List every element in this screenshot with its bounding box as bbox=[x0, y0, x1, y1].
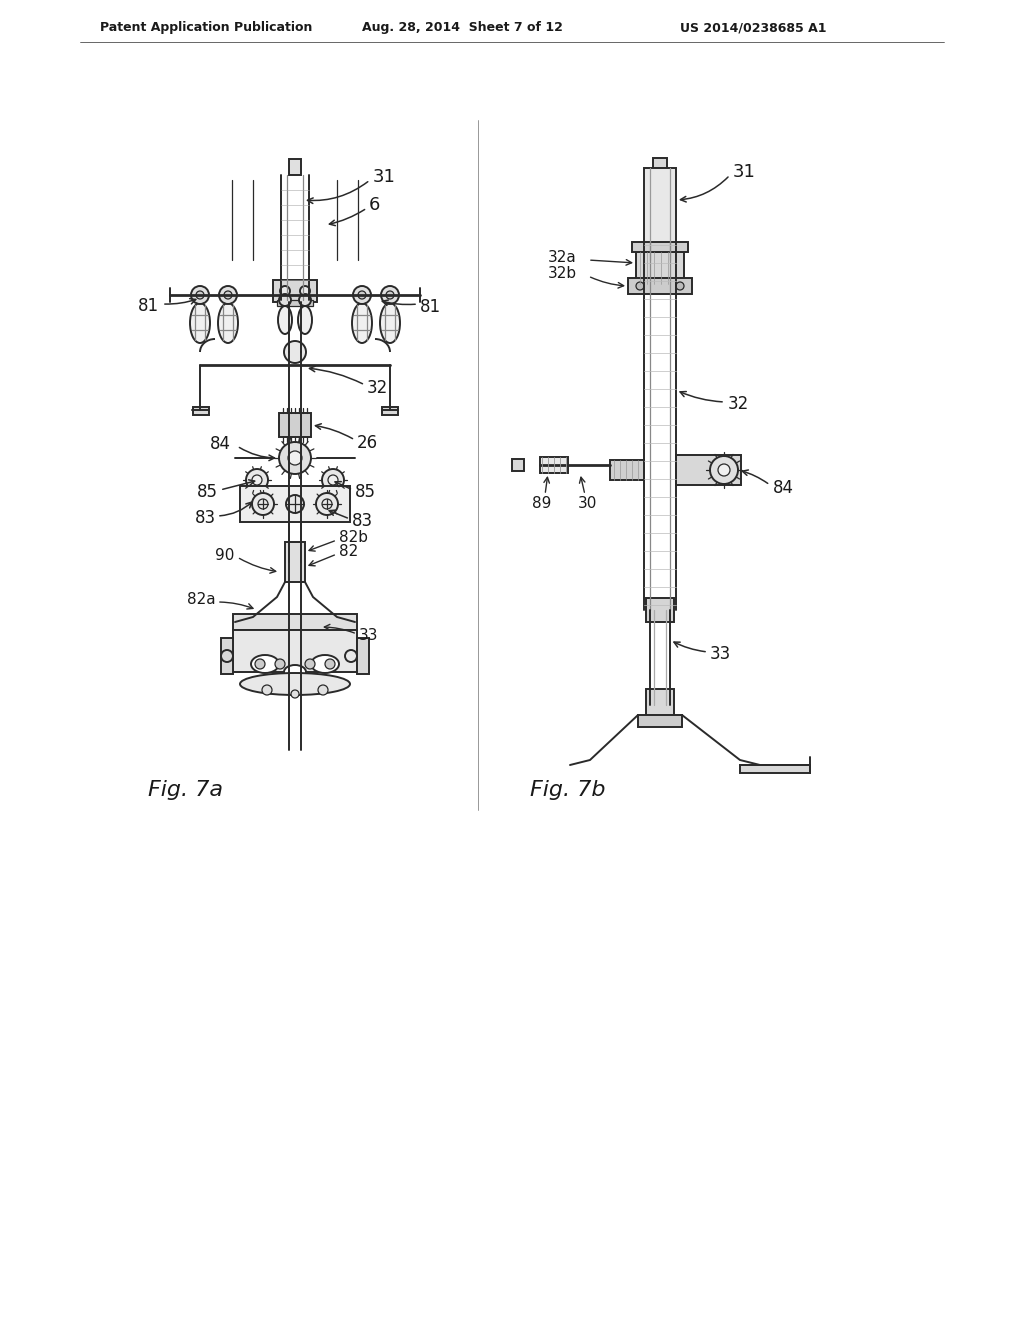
Text: 82a: 82a bbox=[187, 593, 216, 607]
Bar bbox=[240, 486, 350, 521]
Circle shape bbox=[328, 475, 338, 484]
Ellipse shape bbox=[298, 306, 312, 334]
Ellipse shape bbox=[380, 304, 400, 343]
Text: 83: 83 bbox=[195, 510, 216, 527]
Bar bbox=[279, 413, 311, 437]
Circle shape bbox=[305, 659, 315, 669]
Text: 81: 81 bbox=[420, 298, 441, 315]
Bar bbox=[676, 455, 741, 484]
Text: 83: 83 bbox=[352, 512, 373, 531]
Bar bbox=[638, 715, 682, 727]
Ellipse shape bbox=[240, 673, 350, 696]
Circle shape bbox=[300, 286, 310, 296]
Circle shape bbox=[219, 286, 237, 304]
Circle shape bbox=[381, 286, 399, 304]
Text: 81: 81 bbox=[138, 297, 159, 315]
Ellipse shape bbox=[311, 655, 339, 673]
Bar bbox=[285, 543, 305, 582]
Bar bbox=[357, 638, 369, 675]
Bar bbox=[646, 689, 674, 721]
Text: 84: 84 bbox=[773, 479, 794, 498]
Text: 84: 84 bbox=[210, 436, 231, 453]
Text: 32: 32 bbox=[728, 395, 750, 413]
Circle shape bbox=[224, 290, 232, 300]
Bar bbox=[233, 614, 357, 630]
Circle shape bbox=[325, 659, 335, 669]
Circle shape bbox=[246, 469, 268, 491]
Text: 32: 32 bbox=[367, 379, 388, 397]
Bar bbox=[540, 457, 568, 473]
Bar bbox=[644, 168, 676, 260]
Bar bbox=[646, 598, 674, 622]
Circle shape bbox=[255, 659, 265, 669]
Circle shape bbox=[252, 475, 262, 484]
Text: 85: 85 bbox=[197, 483, 218, 502]
Text: 33: 33 bbox=[710, 645, 731, 663]
Text: 33: 33 bbox=[359, 628, 379, 644]
Text: 82: 82 bbox=[339, 544, 358, 560]
Text: 31: 31 bbox=[373, 168, 396, 186]
Circle shape bbox=[316, 492, 338, 515]
Bar bbox=[193, 407, 209, 414]
Text: 90: 90 bbox=[215, 548, 234, 562]
Text: Fig. 7a: Fig. 7a bbox=[148, 780, 223, 800]
Bar bbox=[610, 459, 644, 480]
Bar bbox=[653, 158, 667, 172]
Ellipse shape bbox=[278, 306, 292, 334]
Circle shape bbox=[279, 442, 311, 474]
Circle shape bbox=[291, 690, 299, 698]
Ellipse shape bbox=[190, 304, 210, 343]
Bar bbox=[278, 300, 313, 306]
Circle shape bbox=[191, 286, 209, 304]
Bar bbox=[221, 638, 233, 675]
Text: 6: 6 bbox=[369, 195, 380, 214]
Circle shape bbox=[262, 685, 272, 696]
Circle shape bbox=[196, 290, 204, 300]
Ellipse shape bbox=[284, 665, 306, 678]
Text: US 2014/0238685 A1: US 2014/0238685 A1 bbox=[680, 21, 826, 34]
Ellipse shape bbox=[251, 655, 279, 673]
Circle shape bbox=[318, 685, 328, 696]
Circle shape bbox=[286, 495, 304, 513]
Circle shape bbox=[676, 282, 684, 290]
Circle shape bbox=[275, 659, 285, 669]
Circle shape bbox=[280, 286, 290, 296]
Circle shape bbox=[386, 290, 394, 300]
Text: 32a: 32a bbox=[548, 251, 577, 265]
Circle shape bbox=[284, 341, 306, 363]
Text: 32b: 32b bbox=[548, 267, 578, 281]
Bar bbox=[628, 279, 692, 294]
Bar bbox=[382, 407, 398, 414]
Bar bbox=[632, 242, 688, 252]
Text: 89: 89 bbox=[532, 495, 551, 511]
Circle shape bbox=[252, 492, 274, 515]
Bar bbox=[740, 766, 810, 774]
Circle shape bbox=[710, 455, 738, 484]
Ellipse shape bbox=[352, 304, 372, 343]
Text: 31: 31 bbox=[733, 162, 756, 181]
Bar bbox=[512, 459, 524, 471]
Text: Fig. 7b: Fig. 7b bbox=[530, 780, 605, 800]
Text: 85: 85 bbox=[355, 483, 376, 502]
Ellipse shape bbox=[218, 304, 238, 343]
Bar bbox=[233, 630, 357, 672]
Circle shape bbox=[288, 451, 302, 465]
Circle shape bbox=[353, 286, 371, 304]
Bar bbox=[636, 252, 684, 284]
Text: Aug. 28, 2014  Sheet 7 of 12: Aug. 28, 2014 Sheet 7 of 12 bbox=[362, 21, 563, 34]
Bar bbox=[289, 158, 301, 176]
Text: 26: 26 bbox=[357, 434, 378, 451]
Circle shape bbox=[718, 465, 730, 477]
Text: 30: 30 bbox=[578, 495, 597, 511]
Circle shape bbox=[279, 294, 291, 306]
Text: Patent Application Publication: Patent Application Publication bbox=[100, 21, 312, 34]
Text: 82b: 82b bbox=[339, 531, 368, 545]
Circle shape bbox=[322, 469, 344, 491]
Circle shape bbox=[636, 282, 644, 290]
Circle shape bbox=[299, 294, 311, 306]
Circle shape bbox=[358, 290, 366, 300]
Bar bbox=[273, 280, 317, 302]
